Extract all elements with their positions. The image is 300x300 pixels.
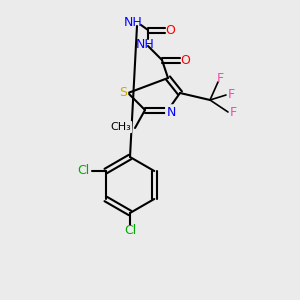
Text: NH: NH — [124, 16, 142, 28]
Text: F: F — [227, 88, 235, 101]
Text: Cl: Cl — [78, 164, 90, 178]
Text: NH: NH — [136, 38, 154, 50]
Text: Cl: Cl — [124, 224, 136, 238]
Text: N: N — [166, 106, 176, 118]
Text: CH₃: CH₃ — [110, 122, 131, 132]
Text: O: O — [180, 53, 190, 67]
Text: O: O — [165, 23, 175, 37]
Text: F: F — [230, 106, 237, 118]
Text: S: S — [119, 86, 127, 100]
Text: F: F — [216, 71, 224, 85]
